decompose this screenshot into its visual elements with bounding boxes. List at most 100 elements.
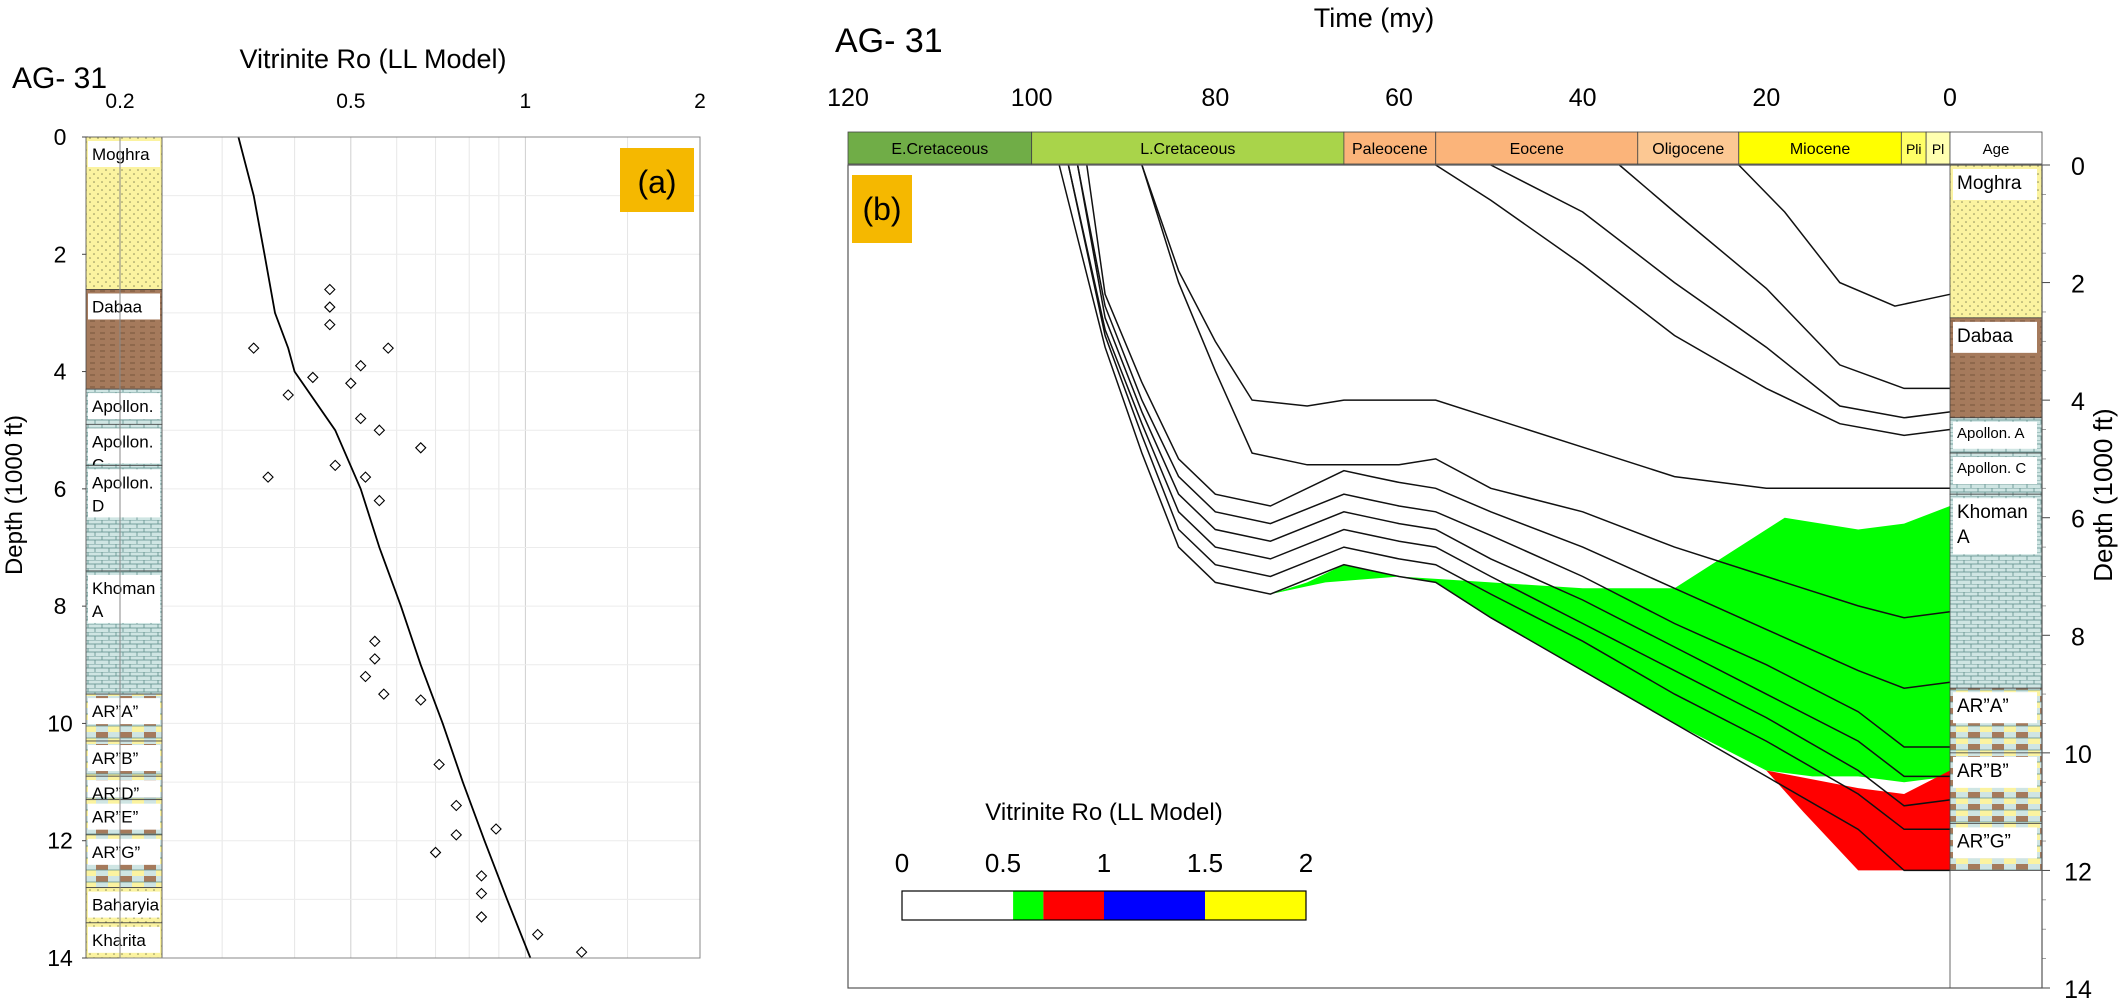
x-tick-label: 80 xyxy=(1201,84,1229,112)
x-tick-label: 120 xyxy=(827,84,869,112)
measured-point xyxy=(575,946,588,958)
formation-label-bg xyxy=(88,574,160,623)
panel-b-badge-label: (b) xyxy=(862,191,901,227)
formation-label-bg xyxy=(88,803,160,830)
panel-b-burial-horizons xyxy=(1058,164,1951,872)
period-label: Pli xyxy=(1906,141,1922,157)
measured-point xyxy=(475,870,488,882)
formation-label: Kharita xyxy=(92,931,146,950)
burial-horizon-line xyxy=(1067,164,1951,807)
burial-horizon-line xyxy=(1141,164,1951,619)
measured-point xyxy=(324,301,336,313)
formation-label: Moghra xyxy=(92,145,150,164)
measured-point xyxy=(490,823,502,835)
measured-point xyxy=(324,283,336,296)
x-tick-label: 100 xyxy=(1011,84,1053,112)
panel-a-chart: AG- 31 Vitrinite Ro (LL Model) 0.2 0.5 1 20… xyxy=(1,44,706,971)
measured-point xyxy=(345,377,357,390)
burial-horizon-line xyxy=(1738,164,1951,307)
x-tick-label: 2 xyxy=(694,90,706,113)
strip-formation-label: A xyxy=(1957,527,1970,548)
burial-horizon-line xyxy=(1076,164,1950,778)
measured-point xyxy=(475,887,488,900)
strip-label-bg xyxy=(1953,421,2037,449)
age-header-cell xyxy=(1949,131,2043,165)
burial-horizon-line xyxy=(1058,164,1950,872)
y-tick-label: 10 xyxy=(2064,741,2092,769)
strip-formation-label: Khoman xyxy=(1957,502,2028,523)
y-tick-label: 10 xyxy=(47,710,73,736)
panel-a-badge: (a) xyxy=(620,148,694,212)
panel-b-well-label: AG- 31 xyxy=(835,22,943,60)
measured-point xyxy=(450,829,463,841)
panel-b-time-ticks: 120 100 80 60 40 20 0 xyxy=(827,84,1957,112)
y-tick-label: 6 xyxy=(54,476,67,502)
strip-label-bg xyxy=(1953,169,2037,200)
y-tick-label: 0 xyxy=(2071,153,2085,181)
y-tick-label: 12 xyxy=(2064,858,2092,886)
measured-point xyxy=(433,758,445,771)
legend-swatch xyxy=(1043,891,1104,920)
formation-label: Dabaa xyxy=(92,297,143,316)
panel-b-badge: (b) xyxy=(852,175,912,243)
legend-tick-label: 1 xyxy=(1097,848,1111,878)
formation-label: AR”D” xyxy=(92,784,140,803)
strip-formation-label: Moghra xyxy=(1957,173,2022,194)
period-cell xyxy=(847,131,1033,165)
x-tick-label: 0 xyxy=(1943,84,1957,112)
formation-label-bg xyxy=(88,926,160,953)
panel-b-colorbar-legend: Vitrinite Ro (LL Model) 0 0.5 1 1.5 2 xyxy=(895,799,1313,921)
measured-point xyxy=(324,318,336,331)
formation-label-bg xyxy=(88,428,160,464)
formation-label: AR”E” xyxy=(92,808,139,827)
period-label: Eocene xyxy=(1510,141,1564,158)
strip-formation-label: AR”A” xyxy=(1957,696,2009,717)
measured-point xyxy=(414,694,427,706)
formation-label-bg xyxy=(88,469,160,518)
strip-formation-label: AR”B” xyxy=(1957,761,2009,782)
panel-a-model-curve xyxy=(237,136,532,959)
formation-label-bg xyxy=(88,838,160,865)
strip-formation-label: Apollon. C xyxy=(1957,460,2026,477)
burial-horizon-line xyxy=(1067,164,1950,831)
strip-formation-label: Apollon. A xyxy=(1957,425,2025,442)
formation-label: Apollon. xyxy=(92,473,153,492)
y-tick-label: 2 xyxy=(2071,271,2085,299)
measured-point xyxy=(262,471,274,483)
formation-label: D xyxy=(92,496,104,515)
formation-label-bg xyxy=(88,293,160,320)
panel-a-badge-label: (a) xyxy=(637,164,676,200)
burial-horizon-line xyxy=(1435,164,1951,437)
measured-point xyxy=(307,371,319,384)
burial-horizon-line xyxy=(1141,164,1950,490)
panel-a-plot-frame xyxy=(119,136,701,959)
measured-point xyxy=(414,442,427,454)
x-tick-label: 0.2 xyxy=(105,90,134,113)
burial-horizon-line xyxy=(1076,164,1950,748)
x-tick-label: 0.5 xyxy=(336,90,365,113)
measured-point xyxy=(369,653,381,665)
measured-point xyxy=(354,412,367,425)
burial-horizon-line xyxy=(1618,164,1950,390)
strip-label-bg xyxy=(1953,756,2037,788)
legend-swatch xyxy=(1205,891,1306,920)
legend-title: Vitrinite Ro (LL Model) xyxy=(985,799,1222,826)
legend-tick-label: 0 xyxy=(895,848,909,878)
strip-formation-label: AR”G” xyxy=(1957,831,2011,852)
period-cell xyxy=(1435,131,1639,165)
x-tick-label: 1 xyxy=(520,90,532,113)
y-tick-label: 14 xyxy=(47,945,73,971)
measured-point xyxy=(359,670,372,683)
y-tick-label: 8 xyxy=(54,593,67,619)
formation-label: Apollon. xyxy=(92,397,153,416)
burial-horizon-line xyxy=(1086,164,1951,689)
formation-label-bg xyxy=(88,393,160,420)
strip-label-bg xyxy=(1953,692,2037,724)
y-tick-label: 0 xyxy=(54,124,67,150)
legend-tick-label: 0.5 xyxy=(985,848,1021,878)
legend-tick-label: 1.5 xyxy=(1187,848,1223,878)
x-tick-label: 20 xyxy=(1752,84,1780,112)
x-tick-label: 40 xyxy=(1569,84,1597,112)
